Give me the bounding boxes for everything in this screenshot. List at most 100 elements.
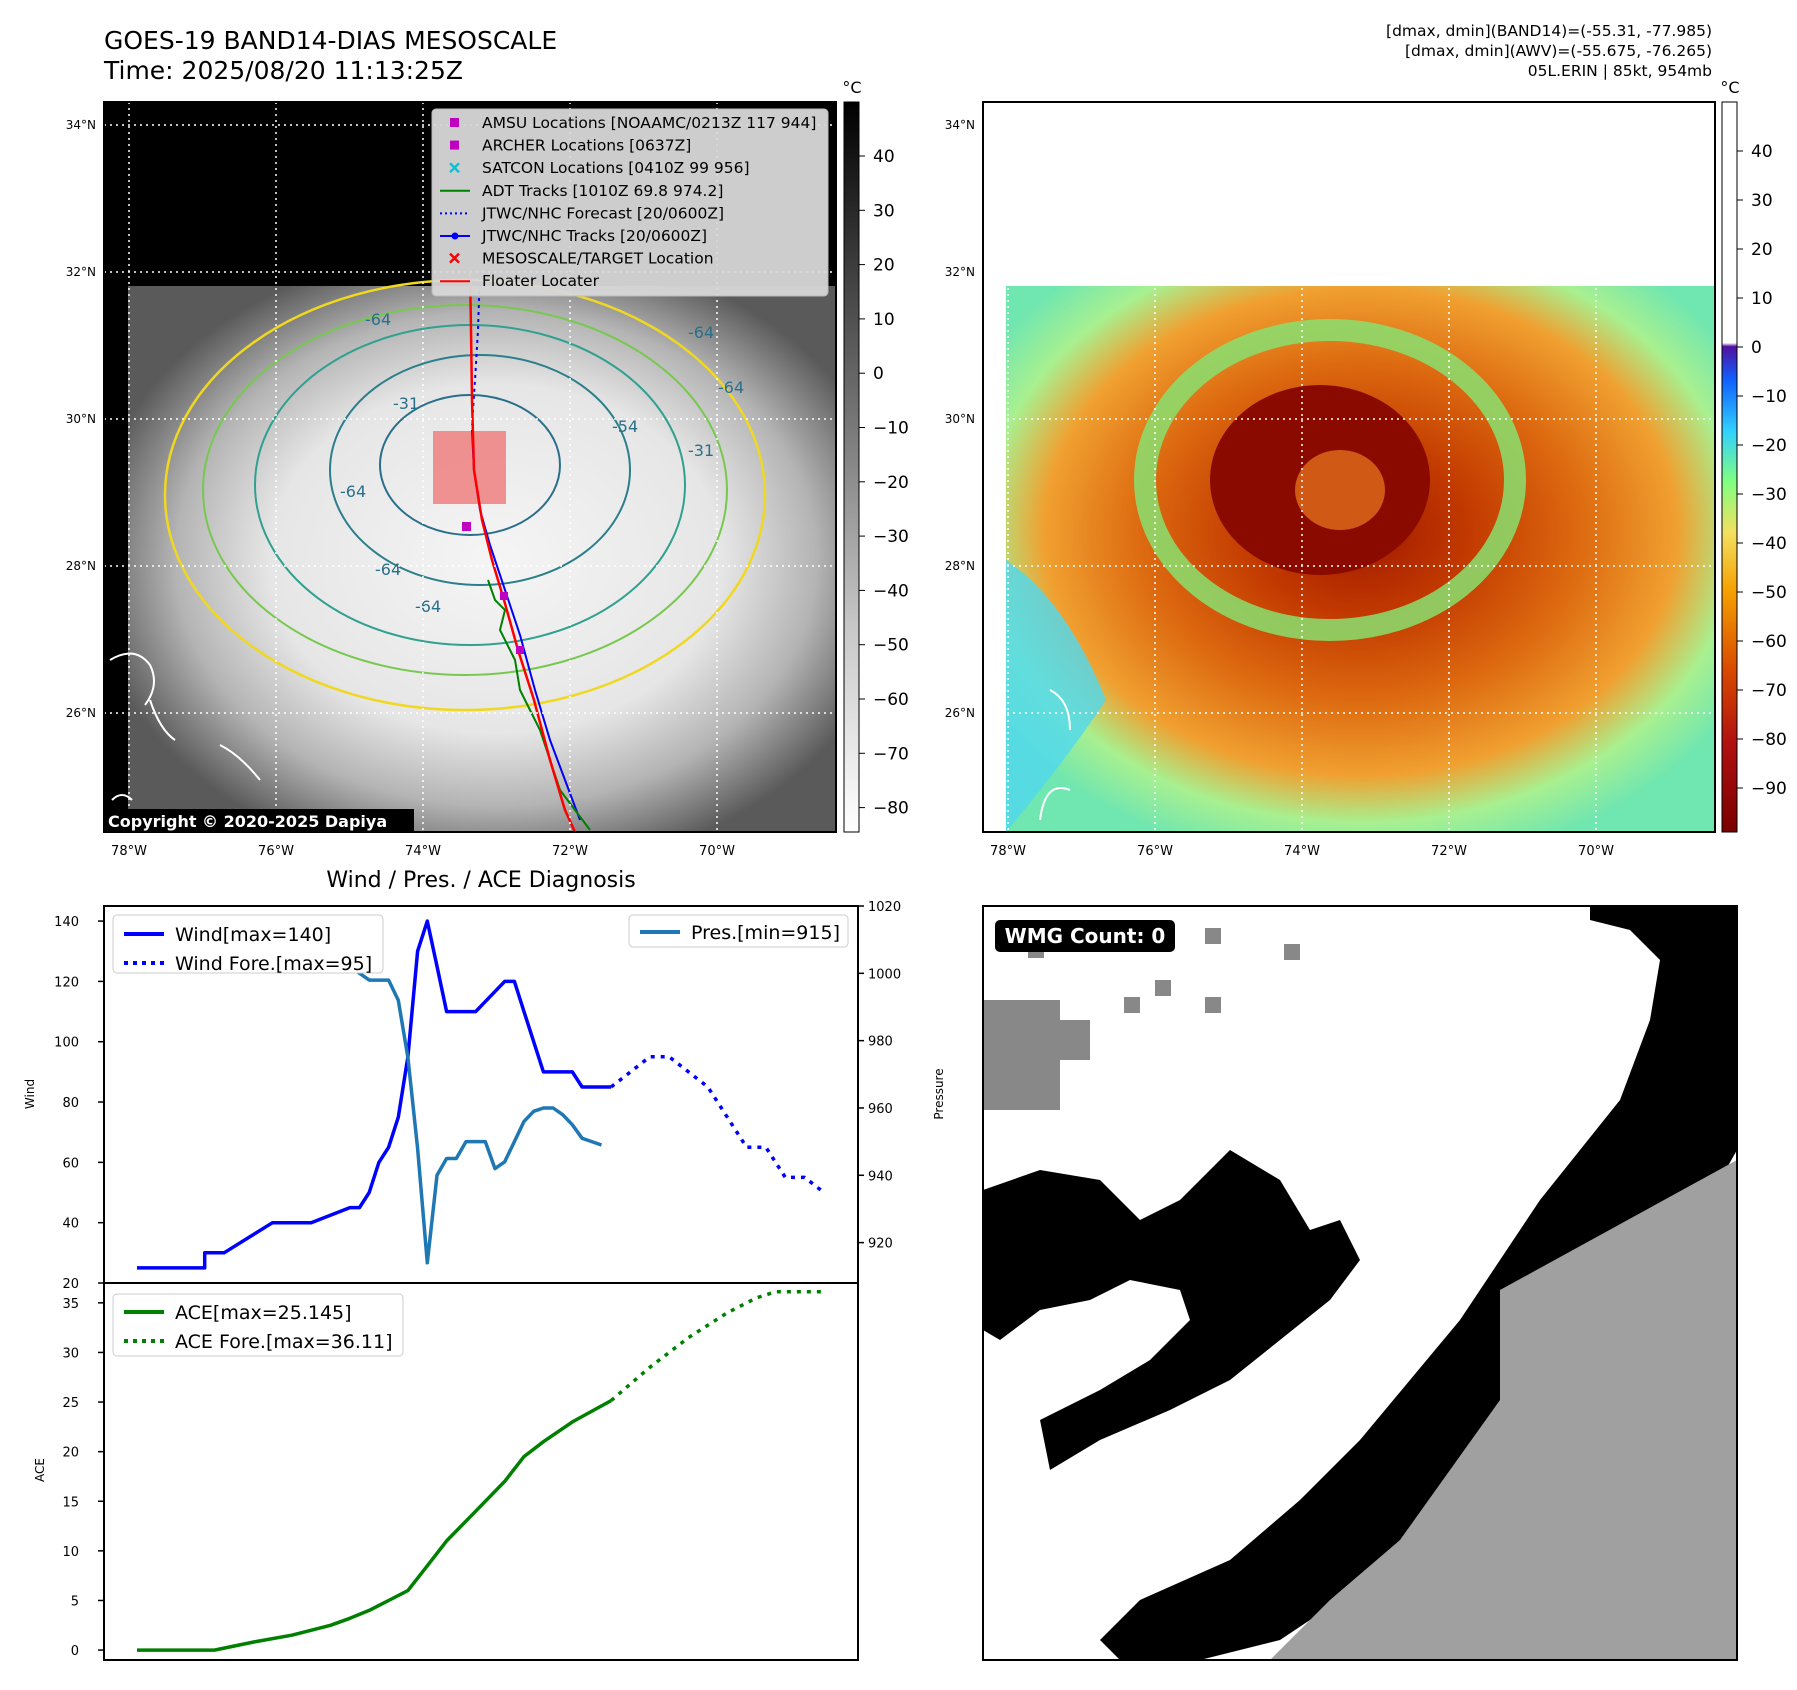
y-tick-label: 80 bbox=[62, 1096, 79, 1111]
contour-label: -64 bbox=[340, 482, 366, 501]
colorbar-tick-label: 0 bbox=[1751, 338, 1762, 358]
wmg-cell bbox=[1124, 997, 1140, 1013]
lon-label: 70°W bbox=[699, 844, 735, 859]
ace-fore-legend-label: ACE Fore.[max=36.11] bbox=[175, 1331, 393, 1353]
right-map-panel bbox=[983, 102, 1715, 832]
wind-legend-label: Wind[max=140] bbox=[175, 924, 331, 946]
right-colorbar-unit: °C bbox=[1720, 78, 1739, 97]
y2-tick-label: 920 bbox=[868, 1237, 893, 1252]
legend-item: Floater Locater bbox=[440, 272, 600, 290]
legend-marker-x bbox=[449, 162, 460, 174]
wind-fore-legend-label: Wind Fore.[max=95] bbox=[175, 953, 372, 975]
contour-label: -31 bbox=[688, 441, 714, 460]
series-line bbox=[137, 1399, 612, 1652]
wmg-cell bbox=[1155, 980, 1171, 996]
colorbar-tick-label: 30 bbox=[873, 201, 895, 221]
legend-label: AMSU Locations [NOAAMC/0213Z 117 944] bbox=[482, 114, 816, 132]
coastline bbox=[1039, 689, 1071, 821]
right-colorbar bbox=[1721, 101, 1738, 833]
coastline bbox=[109, 652, 261, 801]
contour-label: -54 bbox=[612, 417, 638, 436]
wmg-count-text: WMG Count: 0 bbox=[1005, 924, 1166, 948]
colorbar-tick-label: 30 bbox=[1751, 191, 1773, 211]
colorbar-tick-label: 10 bbox=[873, 310, 895, 330]
lon-label: 74°W bbox=[1284, 844, 1320, 859]
info-line2: [dmax, dmin](AWV)=(-55.675, -76.265) bbox=[1405, 42, 1712, 60]
pressure-legend-label: Pres.[min=915] bbox=[691, 922, 840, 944]
wmg-black-band bbox=[983, 1150, 1360, 1470]
colorbar-tick-label: 40 bbox=[1751, 142, 1773, 162]
colorbar-tick-label: −30 bbox=[873, 527, 909, 547]
legend-label: ARCHER Locations [0637Z] bbox=[482, 137, 691, 155]
legend-item: JTWC/NHC Tracks [20/0600Z] bbox=[440, 227, 707, 245]
y-tick-label: 20 bbox=[62, 1446, 79, 1461]
archer-marker bbox=[500, 592, 508, 600]
legend-item: JTWC/NHC Forecast [20/0600Z] bbox=[440, 204, 724, 222]
figure-title-line1: GOES-19 BAND14-DIAS MESOSCALE bbox=[104, 26, 558, 55]
pressure-legend: Pres.[min=915] bbox=[628, 914, 849, 948]
dry-region bbox=[1006, 560, 1106, 832]
y-tick-label: 0 bbox=[71, 1644, 79, 1659]
wmg-count-badge bbox=[995, 920, 1175, 952]
y-tick-label: 30 bbox=[62, 1346, 79, 1361]
legend-box bbox=[431, 108, 829, 297]
lat-label: 32°N bbox=[66, 265, 96, 279]
lat-label: 28°N bbox=[66, 559, 96, 573]
wmg-frame bbox=[982, 905, 1738, 1661]
wmg-cell bbox=[1205, 928, 1221, 944]
lon-label: 78°W bbox=[111, 844, 147, 859]
colorbar-tick-label: −50 bbox=[1751, 583, 1787, 603]
legend-label: ADT Tracks [1010Z 69.8 974.2] bbox=[482, 182, 723, 200]
y2-tick-label: 1000 bbox=[868, 967, 901, 982]
colorbar-tick-label: −10 bbox=[873, 419, 909, 439]
lat-label: 28°N bbox=[945, 559, 975, 573]
amsu-marker bbox=[462, 522, 471, 531]
contour-label: -64 bbox=[375, 560, 401, 579]
legend-marker-square bbox=[450, 140, 459, 150]
wmg-gray-region bbox=[983, 1000, 1090, 1110]
colorbar-tick-label: 10 bbox=[1751, 289, 1773, 309]
lat-label: 32°N bbox=[945, 265, 975, 279]
colorbar-tick-label: 40 bbox=[873, 147, 895, 167]
contour-ring bbox=[379, 394, 561, 536]
y-tick-label: 10 bbox=[62, 1545, 79, 1560]
eye bbox=[1295, 450, 1385, 530]
info-line3: 05L.ERIN | 85kt, 954mb bbox=[1527, 62, 1712, 80]
y2-tick-label: 940 bbox=[868, 1169, 893, 1184]
contour-label: -64 bbox=[365, 310, 391, 329]
right-map-grid bbox=[983, 102, 1715, 832]
lon-label: 72°W bbox=[1431, 844, 1467, 859]
series-line bbox=[137, 919, 612, 1270]
wmg-panel: WMG Count: 0 bbox=[982, 905, 1738, 1661]
left-map-frame bbox=[103, 101, 837, 833]
floater-locator bbox=[468, 269, 577, 832]
info-line1: [dmax, dmin](BAND14)=(-55.31, -77.985) bbox=[1386, 22, 1712, 40]
legend-label: Floater Locater bbox=[482, 272, 600, 290]
copyright-box bbox=[104, 809, 414, 832]
copyright-text: Copyright © 2020-2025 Dapiya bbox=[108, 812, 387, 831]
colorbar-tick-label: 20 bbox=[1751, 240, 1773, 260]
wmg-cell bbox=[1284, 944, 1300, 960]
colorbar-tick-label: −40 bbox=[1751, 534, 1787, 554]
colorbar-tick-label: −80 bbox=[1751, 730, 1787, 750]
contour-label: -31 bbox=[393, 394, 419, 413]
y-tick-label: 5 bbox=[71, 1594, 79, 1609]
y-tick-label: 25 bbox=[62, 1396, 79, 1411]
lat-label: 26°N bbox=[66, 706, 96, 720]
wind-legend-box bbox=[112, 914, 384, 974]
y2-tick-label: 1020 bbox=[868, 900, 901, 915]
contour-ring bbox=[329, 354, 631, 586]
colorbar-tick-label: 20 bbox=[873, 256, 895, 276]
legend-item: ADT Tracks [1010Z 69.8 974.2] bbox=[440, 182, 723, 200]
lon-label: 78°W bbox=[990, 844, 1026, 859]
legend-item: MESOSCALE/TARGET Location bbox=[449, 250, 714, 268]
colorbar-tick-label: −20 bbox=[1751, 436, 1787, 456]
y-tick-label: 35 bbox=[62, 1297, 79, 1312]
lon-label: 72°W bbox=[552, 844, 588, 859]
wind-axis-label: Wind bbox=[23, 1079, 37, 1109]
map-legend: AMSU Locations [NOAAMC/0213Z 117 944] ARC… bbox=[431, 108, 829, 297]
figure-title-line2: Time: 2025/08/20 11:13:25Z bbox=[104, 56, 463, 85]
legend-item: SATCON Locations [0410Z 99 956] bbox=[449, 159, 750, 177]
left-colorbar-unit: °C bbox=[842, 78, 861, 97]
